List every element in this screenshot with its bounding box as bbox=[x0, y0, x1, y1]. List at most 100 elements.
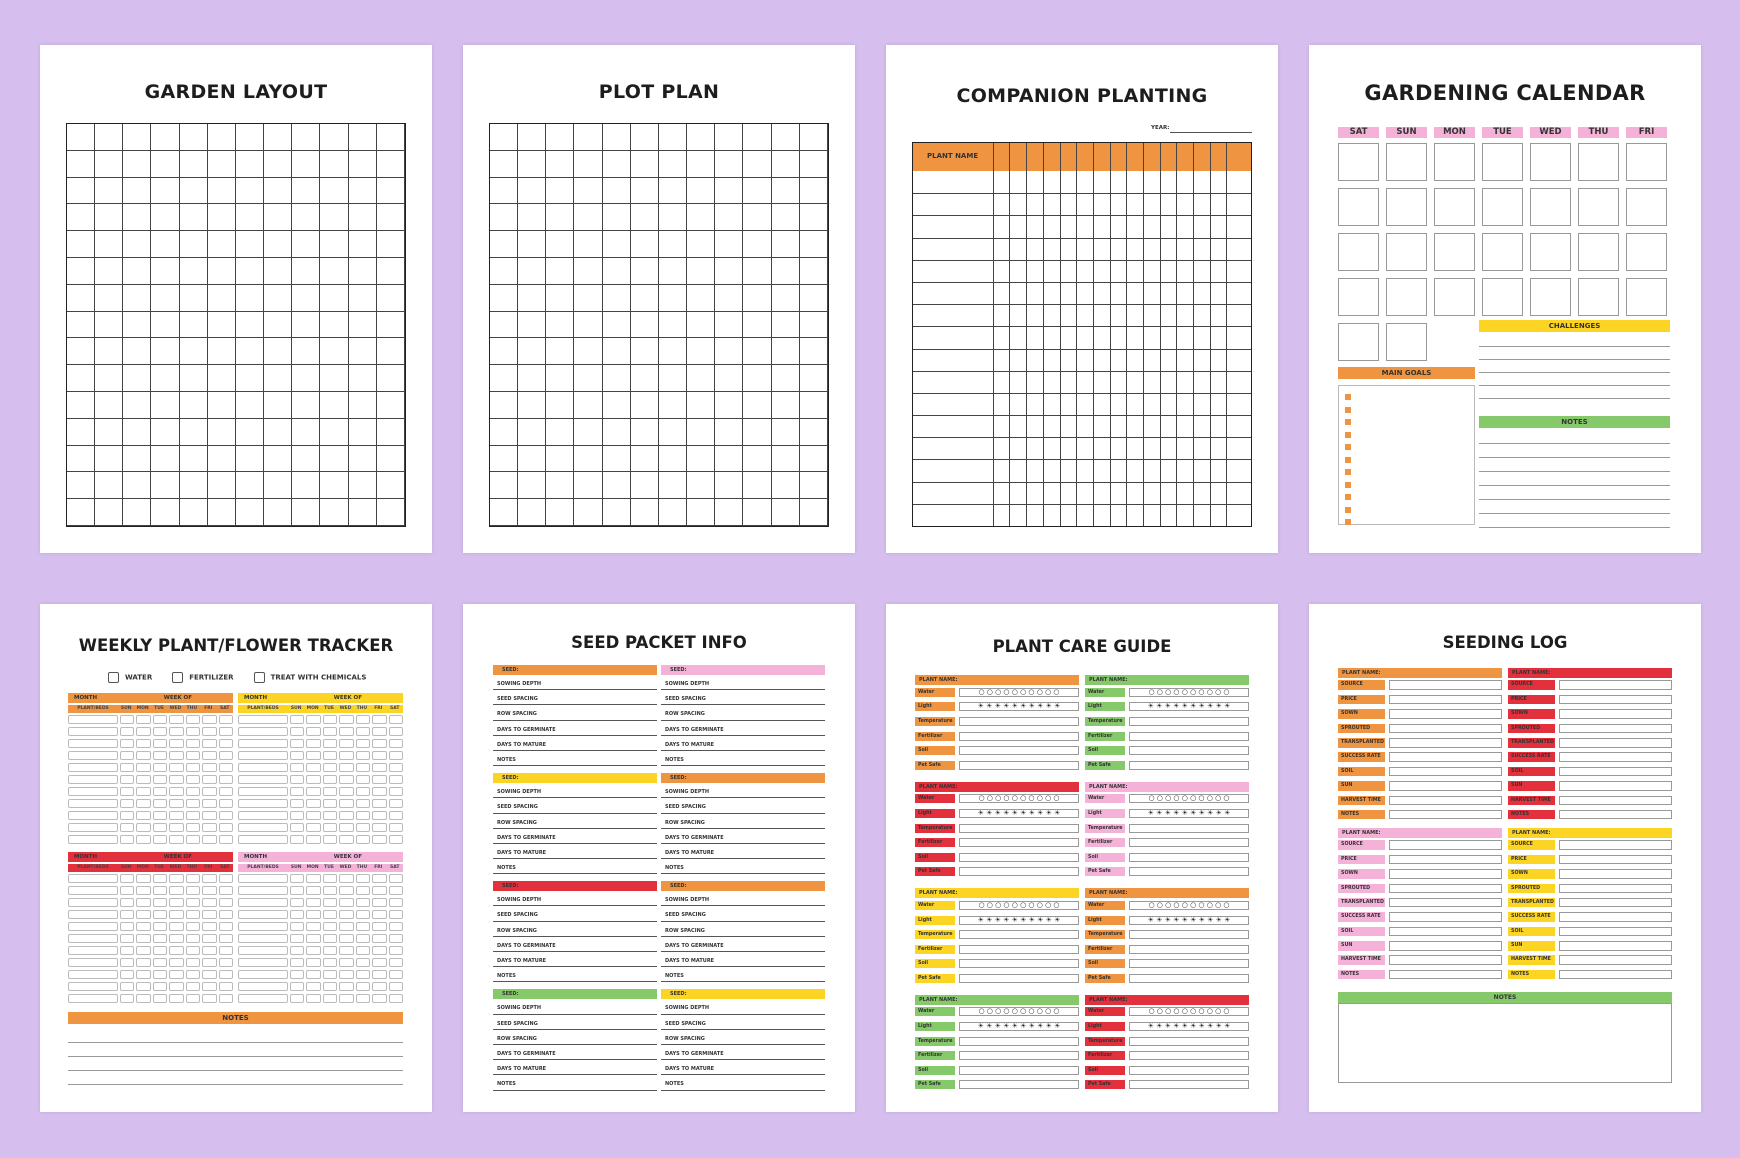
tracker-cell[interactable] bbox=[136, 994, 151, 1003]
tracker-cell[interactable] bbox=[388, 823, 403, 832]
tracker-cell[interactable] bbox=[290, 994, 305, 1003]
tracker-cell[interactable] bbox=[372, 970, 387, 979]
seed-field[interactable]: DAYS TO MATURE bbox=[661, 952, 825, 968]
tracker-cell[interactable] bbox=[68, 715, 118, 724]
tracker-cell[interactable] bbox=[218, 799, 233, 808]
tracker-cell[interactable] bbox=[218, 934, 233, 943]
tracker-cell[interactable] bbox=[306, 727, 321, 736]
tracker-cell[interactable] bbox=[152, 958, 168, 967]
care-field-box[interactable] bbox=[1129, 823, 1249, 833]
tracker-cell[interactable] bbox=[120, 982, 135, 991]
goal-bullet[interactable] bbox=[1345, 506, 1351, 513]
calendar-day-cell[interactable] bbox=[1482, 143, 1523, 181]
seed-field[interactable]: SEED SPACING bbox=[661, 798, 825, 814]
log-field-box[interactable] bbox=[1389, 897, 1502, 908]
tracker-cell[interactable] bbox=[339, 799, 354, 808]
writing-line[interactable] bbox=[1479, 472, 1670, 486]
tracker-cell[interactable] bbox=[218, 970, 233, 979]
tracker-cell[interactable] bbox=[169, 922, 184, 931]
tracker-cell[interactable] bbox=[68, 751, 118, 760]
log-field-box[interactable] bbox=[1559, 897, 1672, 908]
seed-field[interactable]: DAYS TO MATURE bbox=[493, 952, 657, 968]
tracker-cell[interactable] bbox=[202, 898, 217, 907]
log-field-box[interactable] bbox=[1389, 781, 1502, 791]
tracker-cell[interactable] bbox=[372, 823, 387, 832]
tracker-cell[interactable] bbox=[322, 898, 338, 907]
tracker-cell[interactable] bbox=[306, 922, 321, 931]
tracker-cell[interactable] bbox=[152, 727, 168, 736]
tracker-cell[interactable] bbox=[218, 763, 233, 772]
calendar-day-cell[interactable] bbox=[1434, 188, 1475, 226]
tracker-cell[interactable] bbox=[185, 715, 201, 724]
log-field-box[interactable] bbox=[1389, 709, 1502, 719]
care-field-box[interactable] bbox=[959, 760, 1079, 770]
tracker-cell[interactable] bbox=[152, 970, 168, 979]
tracker-cell[interactable] bbox=[218, 823, 233, 832]
calendar-day-cell[interactable] bbox=[1338, 233, 1379, 271]
seed-field[interactable]: SEED SPACING bbox=[493, 690, 657, 706]
writing-line[interactable] bbox=[1479, 486, 1670, 500]
care-field-box[interactable] bbox=[959, 944, 1079, 954]
tracker-cell[interactable] bbox=[218, 874, 233, 883]
tracker-cell[interactable] bbox=[322, 946, 338, 955]
tracker-cell[interactable] bbox=[372, 715, 387, 724]
seed-field[interactable]: SOWING DEPTH bbox=[661, 891, 825, 907]
tracker-cell[interactable] bbox=[355, 739, 371, 748]
tracker-cell[interactable] bbox=[306, 874, 321, 883]
tracker-cell[interactable] bbox=[290, 763, 305, 772]
tracker-cell[interactable] bbox=[355, 922, 371, 931]
calendar-day-cell[interactable] bbox=[1338, 323, 1379, 361]
tracker-cell[interactable] bbox=[372, 835, 387, 844]
tracker-cell[interactable] bbox=[306, 970, 321, 979]
seed-field[interactable]: ROW SPACING bbox=[661, 705, 825, 721]
log-field-box[interactable] bbox=[1559, 766, 1672, 777]
care-field-box[interactable] bbox=[1129, 930, 1249, 940]
tracker-cell[interactable] bbox=[238, 910, 288, 919]
tracker-cell[interactable] bbox=[169, 898, 184, 907]
tracker-cell[interactable] bbox=[306, 982, 321, 991]
tracker-cell[interactable] bbox=[339, 727, 354, 736]
tracker-cell[interactable] bbox=[169, 787, 184, 796]
tracker-cell[interactable] bbox=[68, 763, 118, 772]
tracker-cell[interactable] bbox=[388, 934, 403, 943]
tracker-cell[interactable] bbox=[339, 898, 354, 907]
seed-field[interactable]: ROW SPACING bbox=[493, 814, 657, 829]
writing-line[interactable] bbox=[68, 1057, 403, 1071]
care-field-box[interactable] bbox=[1129, 731, 1249, 741]
tracker-cell[interactable] bbox=[339, 787, 354, 796]
tracker-cell[interactable] bbox=[169, 994, 184, 1003]
seed-field[interactable]: NOTES bbox=[493, 1075, 657, 1091]
tracker-cell[interactable] bbox=[68, 799, 118, 808]
seed-field[interactable]: SEED SPACING bbox=[661, 690, 825, 706]
seed-field[interactable]: SOWING DEPTH bbox=[493, 675, 657, 691]
tracker-cell[interactable] bbox=[238, 739, 288, 748]
tracker-cell[interactable] bbox=[185, 787, 201, 796]
seed-field[interactable]: NOTES bbox=[661, 751, 825, 767]
log-field-box[interactable] bbox=[1559, 854, 1672, 865]
tracker-cell[interactable] bbox=[68, 811, 118, 820]
care-field-box[interactable] bbox=[959, 1080, 1079, 1090]
tracker-cell[interactable] bbox=[218, 727, 233, 736]
tracker-cell[interactable] bbox=[388, 946, 403, 955]
tracker-cell[interactable] bbox=[185, 958, 201, 967]
tracker-cell[interactable] bbox=[339, 982, 354, 991]
tracker-cell[interactable] bbox=[290, 799, 305, 808]
calendar-day-cell[interactable] bbox=[1530, 188, 1571, 226]
tracker-cell[interactable] bbox=[306, 763, 321, 772]
care-field-box[interactable]: ○ ○ ○ ○ ○ ○ ○ ○ ○ ○ bbox=[1129, 687, 1249, 697]
tracker-cell[interactable] bbox=[120, 898, 135, 907]
calendar-day-cell[interactable] bbox=[1578, 188, 1619, 226]
tracker-cell[interactable] bbox=[136, 886, 151, 895]
tracker-cell[interactable] bbox=[136, 835, 151, 844]
tracker-cell[interactable] bbox=[169, 751, 184, 760]
tracker-cell[interactable] bbox=[218, 898, 233, 907]
log-field-box[interactable] bbox=[1559, 738, 1672, 748]
tracker-cell[interactable] bbox=[322, 874, 338, 883]
tracker-cell[interactable] bbox=[322, 922, 338, 931]
tracker-cell[interactable] bbox=[306, 751, 321, 760]
tracker-cell[interactable] bbox=[169, 874, 184, 883]
tracker-cell[interactable] bbox=[339, 715, 354, 724]
tracker-cell[interactable] bbox=[120, 835, 135, 844]
tracker-cell[interactable] bbox=[120, 874, 135, 883]
tracker-cell[interactable] bbox=[290, 922, 305, 931]
